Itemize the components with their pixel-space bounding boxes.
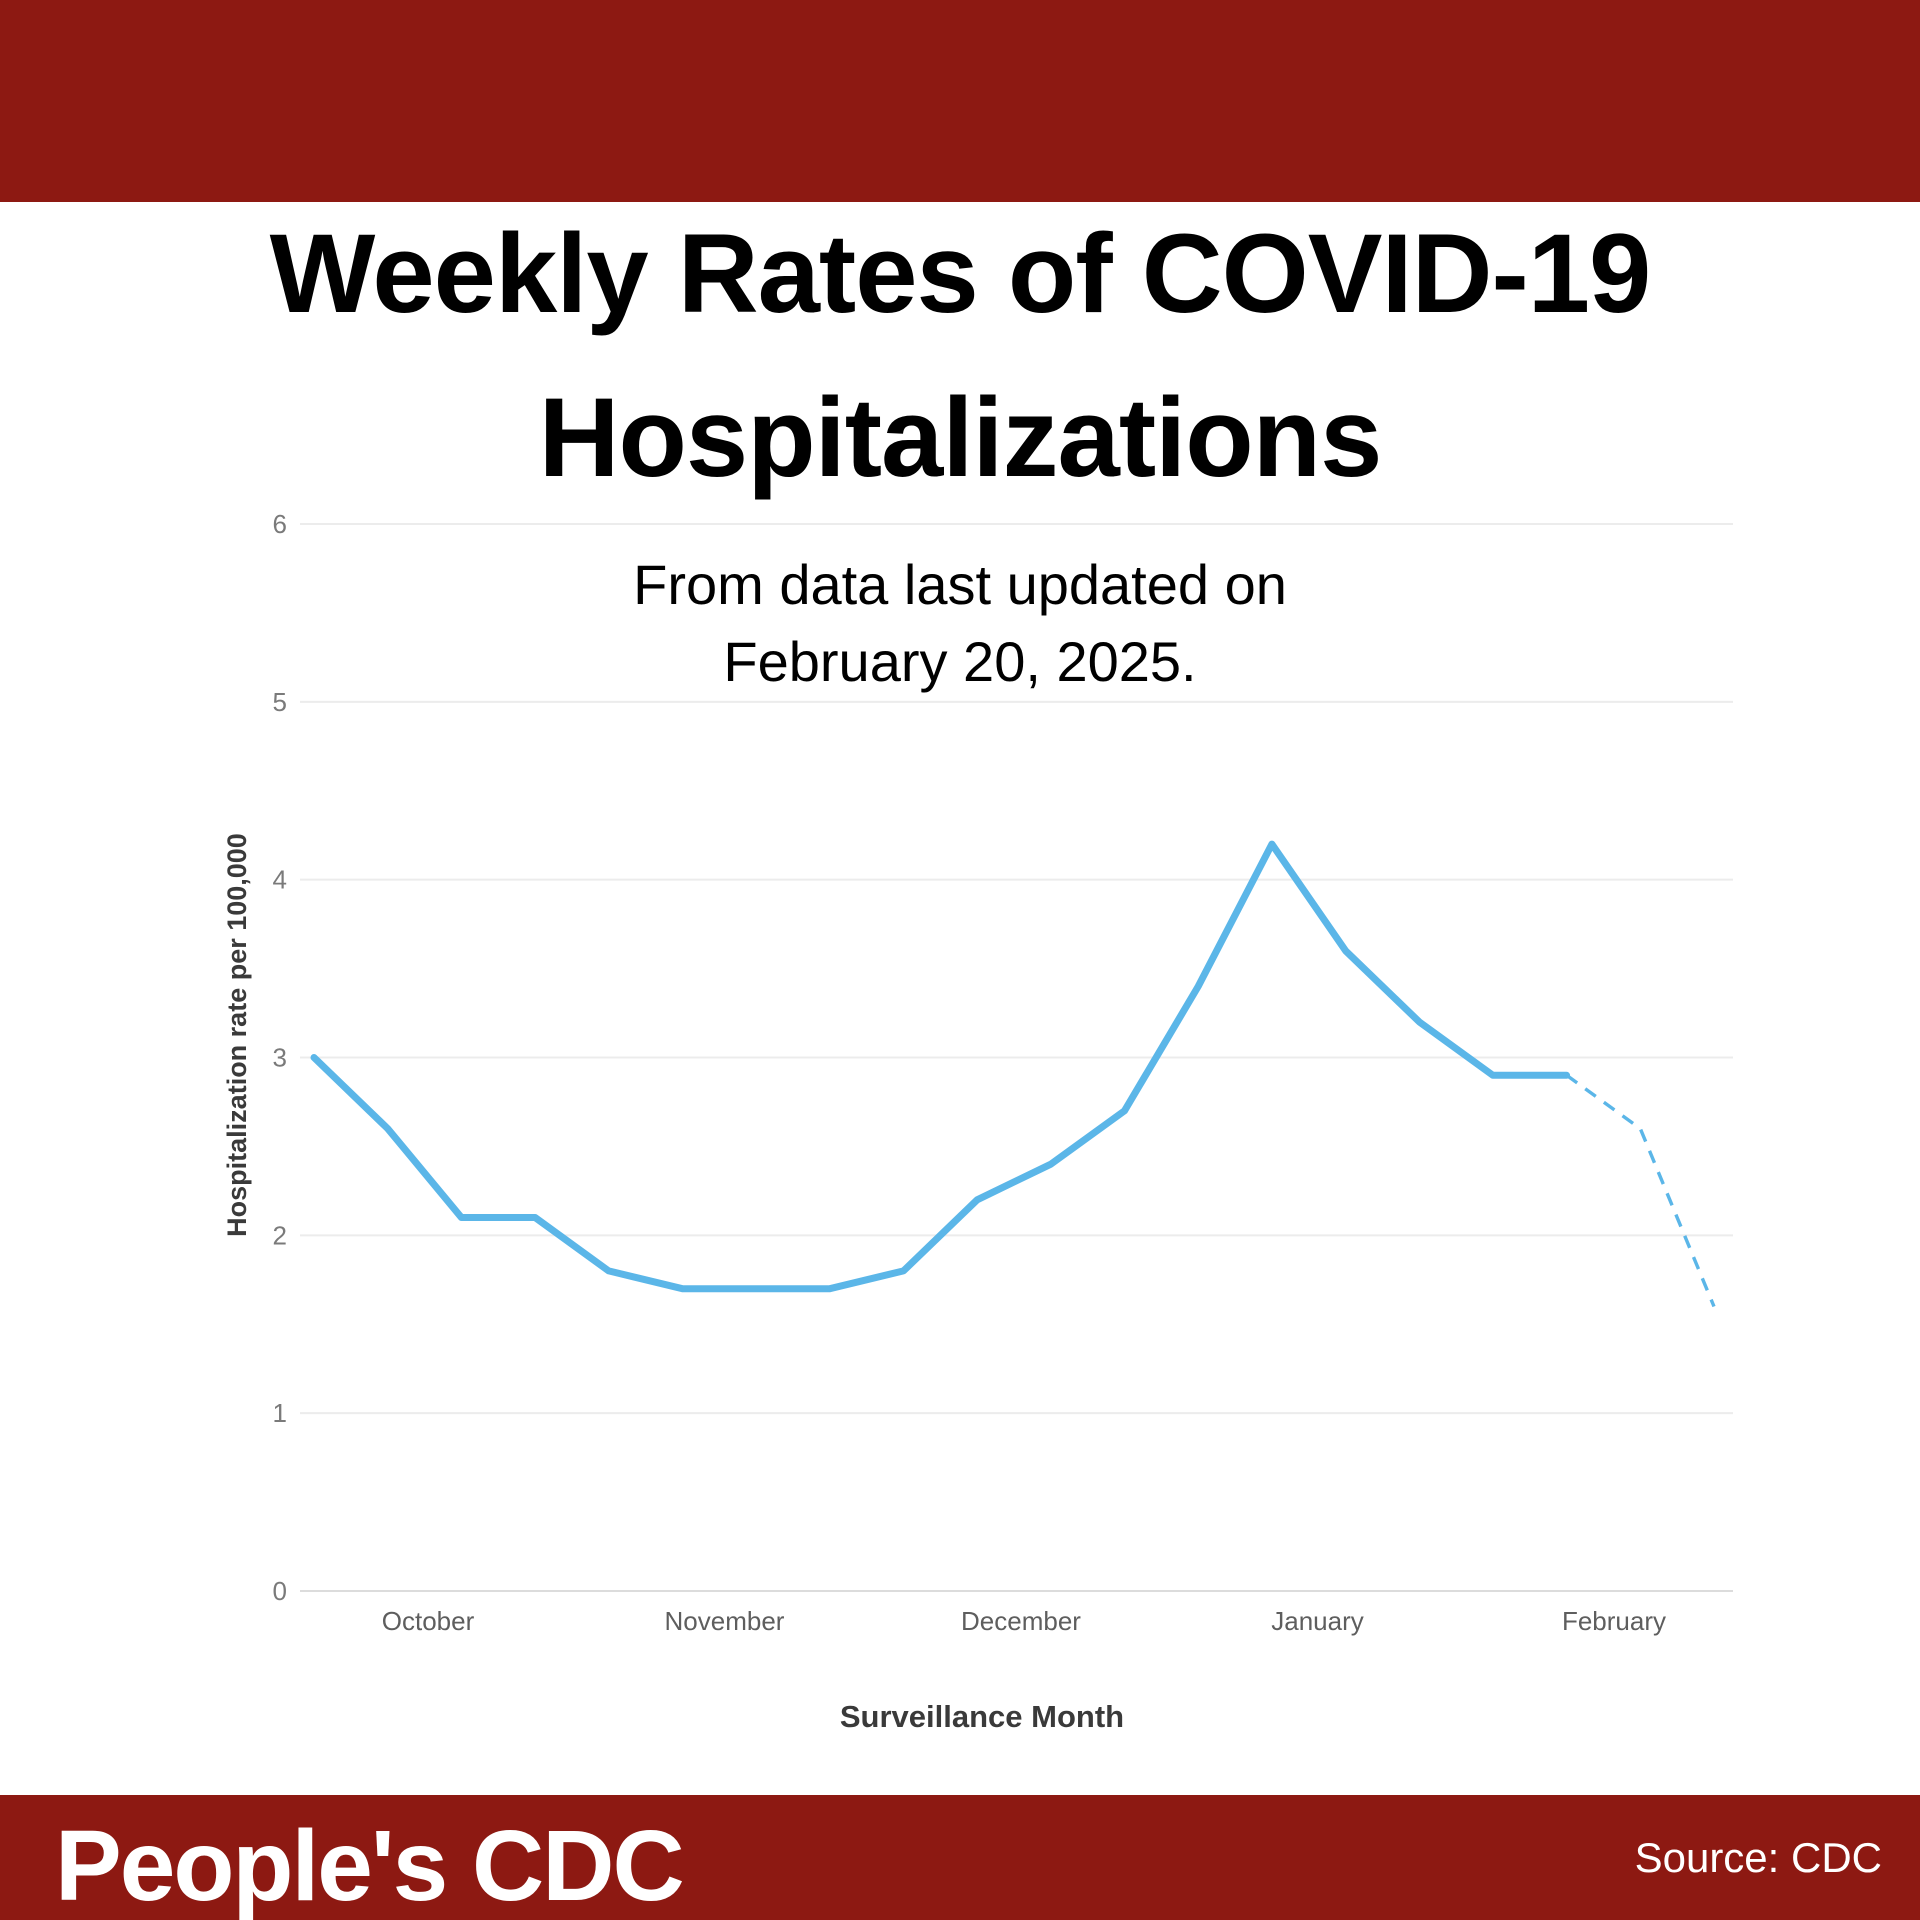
y-tick-label: 2 [273,1220,287,1250]
y-tick-label: 5 [273,687,287,717]
title-line-1: Weekly Rates of COVID-19 [269,211,1652,336]
subtitle-line-2: February 20, 2025. [723,630,1197,693]
page-title: Weekly Rates of COVID-19 Hospitalization… [0,192,1920,520]
x-month-label: October [382,1606,475,1636]
subtitle-line-1: From data last updated on [633,553,1287,616]
page-subtitle: From data last updated on February 20, 2… [0,546,1920,700]
brand-logo-text: People's CDC [55,1809,685,1920]
x-month-label: January [1271,1606,1364,1636]
x-month-label: December [961,1606,1081,1636]
y-tick-label: 4 [273,865,287,895]
gridlines-group [300,523,1733,1592]
y-tick-label: 1 [273,1398,287,1428]
footer-band: People's CDC Source: CDC [0,1795,1920,1920]
y-tick-label: 3 [273,1043,287,1073]
trend-line-solid [310,840,1571,1293]
x-month-labels-group: October November December January February [382,1606,1666,1636]
x-month-label: February [1562,1606,1666,1636]
x-month-label: November [665,1606,785,1636]
y-tick-label: 6 [273,509,287,539]
y-axis-title: Hospitalization rate per 100,000 [222,833,252,1237]
header-band [0,0,1920,202]
title-line-2: Hospitalizations [538,375,1383,500]
chart-svg: 0 1 2 3 4 5 6 October November December January Fe… [222,509,1733,1734]
x-axis-title: Surveillance Month [840,1699,1124,1734]
trend-line-dashed [1565,1073,1716,1308]
y-tick-labels-group: 0 1 2 3 4 5 6 [273,509,287,1606]
y-tick-label: 0 [273,1576,287,1606]
source-credit: Source: CDC [1634,1833,1882,1881]
